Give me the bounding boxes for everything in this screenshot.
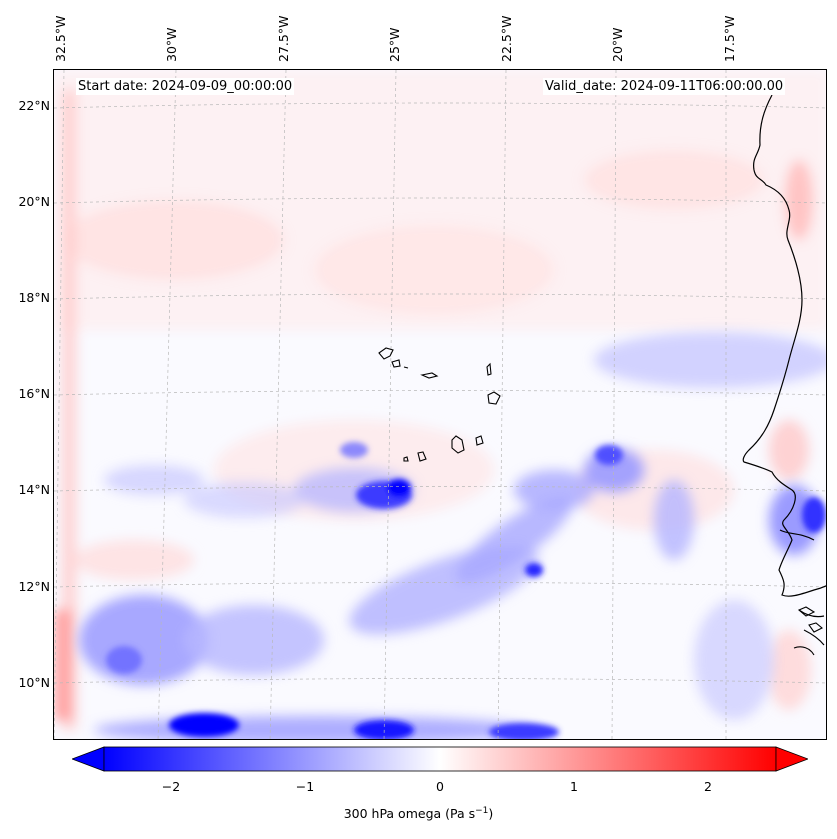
colorbar-gradient bbox=[103, 746, 777, 772]
colorbar-tick-0: 0 bbox=[436, 779, 444, 794]
lon-label-32-5w: 32.5°W bbox=[53, 15, 68, 62]
cape-verde-islands bbox=[378, 347, 823, 656]
map-panel bbox=[53, 69, 827, 740]
colorbar bbox=[72, 746, 808, 772]
colorbar-label: 300 hPa omega (Pa s−1) bbox=[0, 806, 837, 821]
coastline bbox=[742, 94, 826, 646]
lat-label-10n: 10°N bbox=[18, 675, 50, 690]
colorbar-label-close: ) bbox=[488, 806, 494, 822]
colorbar-tick-2: 2 bbox=[704, 779, 712, 794]
graticule bbox=[54, 70, 826, 739]
lon-label-25w: 25°W bbox=[387, 27, 402, 62]
colorbar-tick-minus-1: −1 bbox=[295, 779, 315, 794]
start-date-label: Start date: 2024-09-09_00:00:00 bbox=[76, 78, 295, 95]
colorbar-max-extend bbox=[775, 746, 808, 772]
lon-label-30w: 30°W bbox=[164, 27, 179, 62]
lon-label-20w: 20°W bbox=[610, 27, 625, 62]
lat-label-20n: 20°N bbox=[18, 194, 50, 209]
valid-date-label: Valid_date: 2024-09-11T06:00:00.00 bbox=[543, 78, 786, 95]
strong-ascent-cores bbox=[106, 442, 826, 739]
colorbar-label-exponent: −1 bbox=[475, 806, 489, 816]
colorbar-tick-minus-2: −2 bbox=[161, 779, 181, 794]
colorbar-label-text: 300 hPa omega (Pa s bbox=[343, 806, 476, 822]
lat-label-16n: 16°N bbox=[18, 386, 50, 401]
colorbar-min-extend bbox=[72, 746, 105, 772]
lat-label-18n: 18°N bbox=[18, 290, 50, 305]
negative-omega-field bbox=[79, 332, 826, 739]
lat-label-14n: 14°N bbox=[18, 482, 50, 497]
lat-label-22n: 22°N bbox=[18, 98, 50, 113]
omega-field-map bbox=[54, 70, 826, 739]
lon-label-27-5w: 27.5°W bbox=[276, 15, 291, 62]
lon-label-22-5w: 22.5°W bbox=[499, 15, 514, 62]
lon-label-17-5w: 17.5°W bbox=[722, 15, 737, 62]
lat-label-12n: 12°N bbox=[18, 579, 50, 594]
colorbar-tick-1: 1 bbox=[570, 779, 578, 794]
